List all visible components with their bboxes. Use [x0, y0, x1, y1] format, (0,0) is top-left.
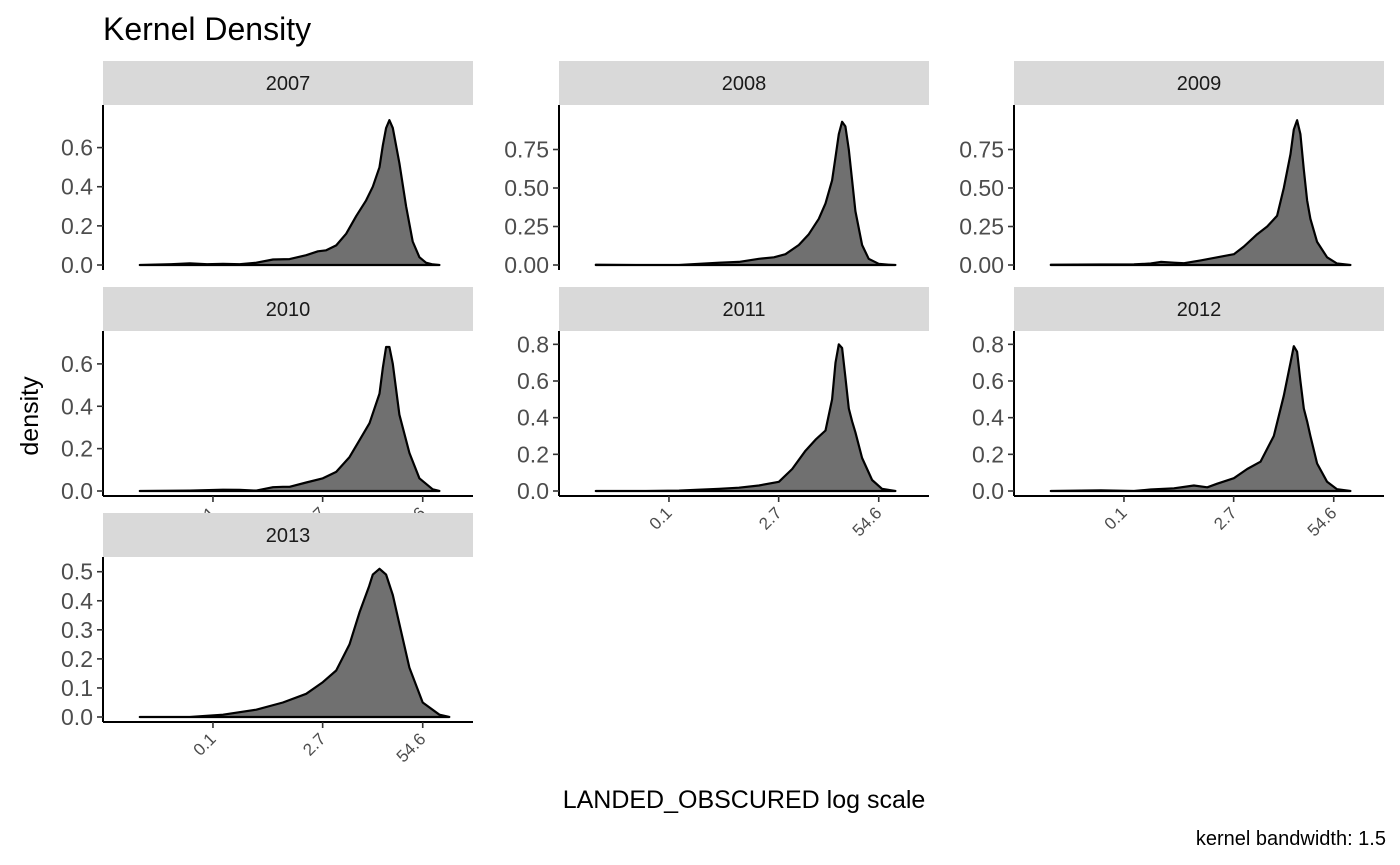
- x-tick-label: 0.1: [190, 729, 220, 759]
- y-tick-label: 0.3: [61, 617, 93, 643]
- x-axis-title: LANDED_OBSCURED log scale: [563, 786, 926, 814]
- y-tick-label: 0.4: [61, 588, 93, 614]
- chart-caption: kernel bandwidth: 1.5: [1196, 828, 1386, 850]
- y-tick-label: 0.4: [972, 405, 1004, 431]
- facet-panel-2012: 2012 0.0 0.2 0.4 0.6 0.8 0.1 2.7 54.6: [972, 287, 1384, 540]
- y-tick-label: 0.00: [959, 252, 1004, 278]
- facet-panels: 20070.00.20.40.620080.000.250.500.752009…: [61, 61, 1384, 766]
- x-tick-label: 54.6: [849, 503, 886, 540]
- facet-strip-2011: [559, 287, 929, 331]
- y-tick-label: 0.4: [61, 393, 93, 419]
- y-tick-label: 0.0: [972, 478, 1004, 504]
- facet-panel-2009: 2009 0.00 0.25 0.50 0.75: [959, 61, 1384, 278]
- facet-strip-2012: [1014, 287, 1384, 331]
- y-tick-label: 0.00: [504, 252, 549, 278]
- y-tick-label: 0.2: [972, 441, 1004, 467]
- y-tick-label: 0.0: [517, 478, 549, 504]
- x-tick-label: 54.6: [393, 729, 430, 766]
- y-tick-label: 0.6: [61, 351, 93, 377]
- x-tick-label: 2.7: [1210, 503, 1240, 533]
- density-area-2011: [594, 343, 897, 493]
- y-tick-label: 0.5: [61, 559, 93, 585]
- x-tick-label: 54.6: [1304, 503, 1341, 540]
- facet-panel-2007: 2007 0.0 0.2 0.4 0.6: [61, 61, 473, 278]
- facet-strip-2009: [1014, 61, 1384, 105]
- facet-panel-2008: 2008 0.00 0.25 0.50 0.75: [504, 61, 929, 278]
- y-tick-label: 0.2: [61, 213, 93, 239]
- y-tick-label: 0.0: [61, 252, 93, 278]
- y-tick-label: 0.6: [972, 368, 1004, 394]
- density-area-2007: [138, 119, 441, 267]
- y-tick-label: 0.0: [61, 478, 93, 504]
- x-tick-label: 0.1: [646, 503, 676, 533]
- facet-strip-2010: [103, 287, 473, 331]
- facet-panel-2011: 2011 0.0 0.2 0.4 0.6 0.8 0.1 2.7 54.6: [517, 287, 929, 540]
- density-area-2008: [594, 120, 897, 267]
- y-tick-label: 0.6: [517, 368, 549, 394]
- density-area-2012: [1049, 345, 1352, 493]
- x-tick-label: 2.7: [299, 729, 329, 759]
- density-area-2009: [1049, 119, 1352, 267]
- y-axis-title: density: [16, 376, 44, 456]
- facet-strip-label: 2012: [1177, 299, 1222, 321]
- y-tick-label: 0.50: [504, 175, 549, 201]
- facet-strip-label: 2008: [722, 73, 767, 95]
- facet-strip-2007: [103, 61, 473, 105]
- x-tick-label: 0.1: [1101, 503, 1131, 533]
- y-tick-label: 0.4: [61, 174, 93, 200]
- facet-strip-label: 2011: [722, 299, 765, 321]
- x-tick-label: 2.7: [755, 503, 785, 533]
- facet-strip-2008: [559, 61, 929, 105]
- facet-strip-2013: [103, 513, 473, 557]
- y-tick-label: 0.75: [959, 137, 1004, 163]
- y-tick-label: 0.2: [61, 646, 93, 672]
- facet-panel-2013: 2013 0.0 0.1 0.2 0.3 0.4 0.5 0.1 2.7 54.6: [61, 513, 473, 766]
- y-tick-label: 0.25: [504, 214, 549, 240]
- y-tick-label: 0.25: [959, 214, 1004, 240]
- facet-strip-label: 2010: [266, 299, 311, 321]
- y-tick-label: 0.0: [61, 704, 93, 730]
- y-tick-label: 0.2: [517, 441, 549, 467]
- facet-strip-label: 2007: [266, 73, 311, 95]
- density-area-2010: [138, 345, 441, 493]
- y-tick-label: 0.6: [61, 135, 93, 161]
- density-area-2013: [138, 567, 451, 719]
- y-tick-label: 0.4: [517, 405, 549, 431]
- facet-strip-label: 2009: [1177, 73, 1222, 95]
- y-tick-label: 0.2: [61, 436, 93, 462]
- chart-title: Kernel Density: [103, 11, 311, 47]
- y-tick-label: 0.50: [959, 175, 1004, 201]
- y-tick-label: 0.8: [517, 331, 549, 357]
- y-tick-label: 0.8: [972, 331, 1004, 357]
- y-tick-label: 0.1: [61, 675, 93, 701]
- y-tick-label: 0.75: [504, 137, 549, 163]
- facet-strip-label: 2013: [266, 525, 311, 547]
